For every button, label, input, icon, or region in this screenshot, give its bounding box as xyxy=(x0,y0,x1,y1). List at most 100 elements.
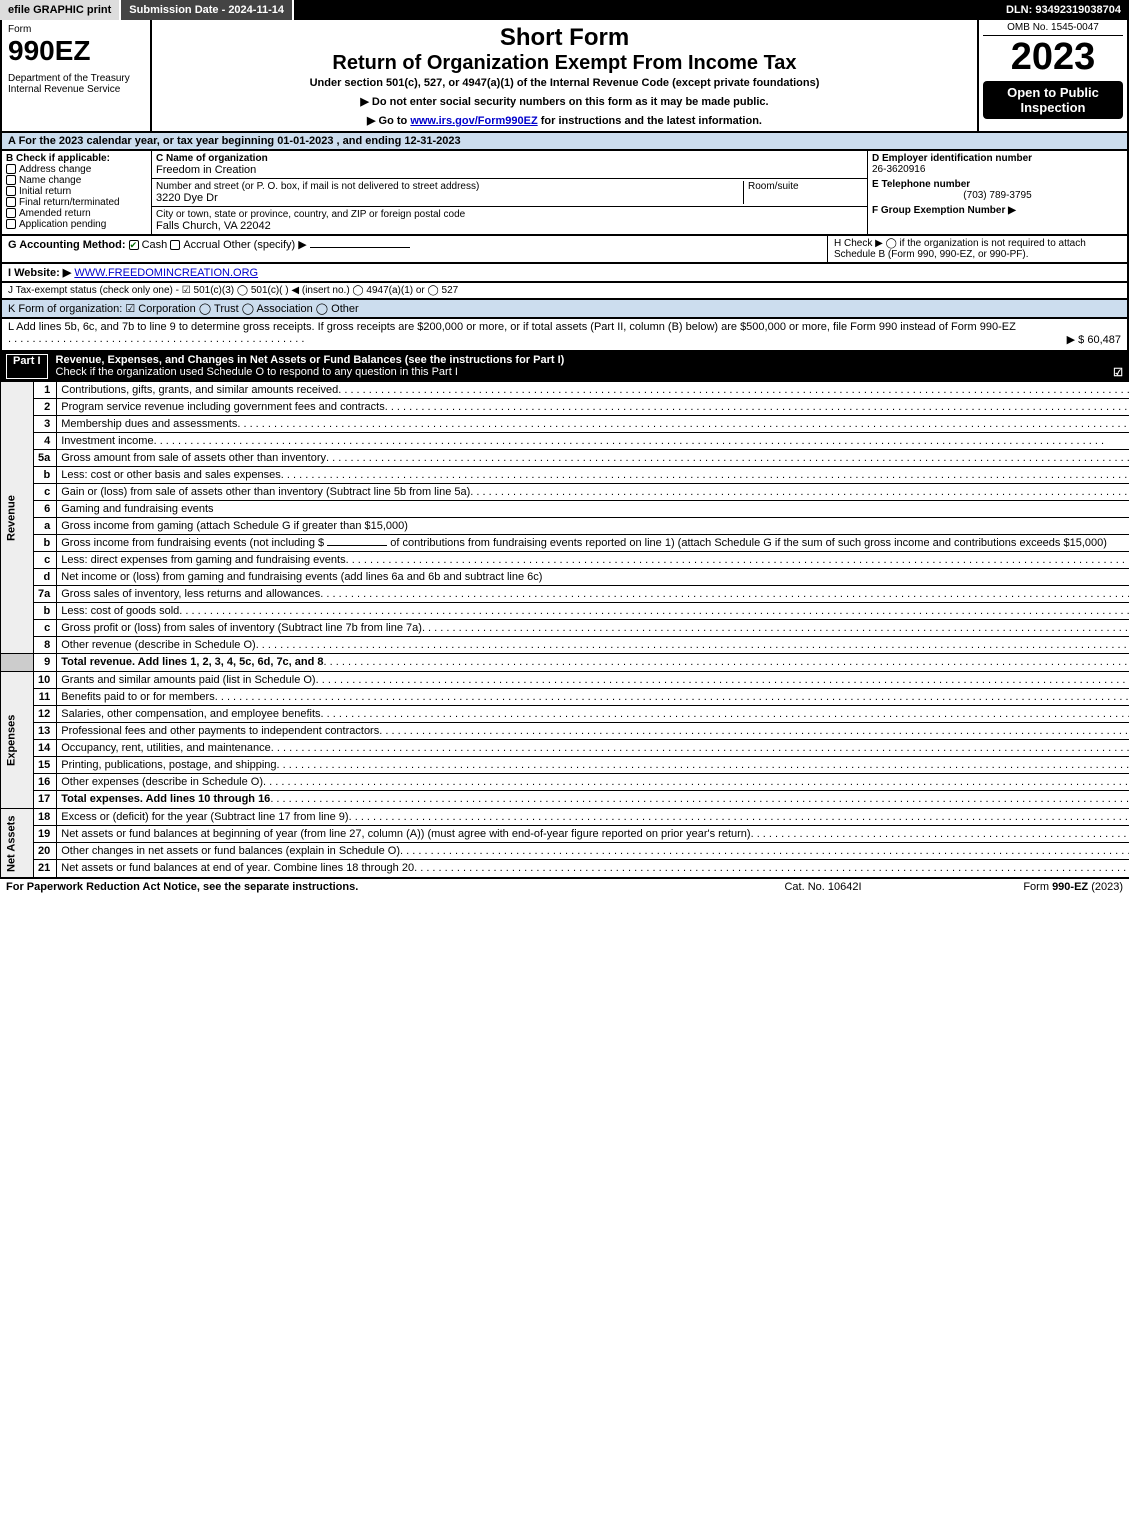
form-box: Form 990EZ Department of the Treasury In… xyxy=(2,20,152,131)
city-label: City or town, state or province, country… xyxy=(156,209,863,220)
ein-value: 26-3620916 xyxy=(872,164,1123,175)
row-21: 21Net assets or fund balances at end of … xyxy=(1,860,1129,878)
website-link[interactable]: WWW.FREEDOMINCREATION.ORG xyxy=(74,267,258,279)
row-6d: dNet income or (loss) from gaming and fu… xyxy=(1,569,1129,586)
box-l-text: L Add lines 5b, 6c, and 7b to line 9 to … xyxy=(8,321,1016,333)
tax-year: 2023 xyxy=(983,36,1123,79)
part1-num: Part I xyxy=(6,354,48,379)
box-h: H Check ▶ ◯ if the organization is not r… xyxy=(827,236,1127,262)
box-i: I Website: ▶ WWW.FREEDOMINCREATION.ORG xyxy=(0,264,1129,283)
note-goto: ▶ Go to www.irs.gov/Form990EZ for instru… xyxy=(158,114,971,127)
street-cell: Number and street (or P. O. box, if mail… xyxy=(152,179,867,207)
submission-date: Submission Date - 2024-11-14 xyxy=(121,0,294,20)
footer-right: Form 990-EZ (2023) xyxy=(923,881,1123,893)
form-header: Form 990EZ Department of the Treasury In… xyxy=(0,20,1129,133)
chk-final[interactable]: Final return/terminated xyxy=(6,197,147,208)
row-7b: bLess: cost of goods sold7b0 xyxy=(1,603,1129,620)
row-18: Net Assets18Excess or (deficit) for the … xyxy=(1,809,1129,826)
side-expenses: Expenses xyxy=(1,672,34,809)
row-2: 2Program service revenue including gover… xyxy=(1,399,1129,416)
subtitle: Under section 501(c), 527, or 4947(a)(1)… xyxy=(158,77,971,89)
box-l: L Add lines 5b, 6c, and 7b to line 9 to … xyxy=(0,319,1129,352)
fundraising-amount-input[interactable] xyxy=(327,545,387,546)
row-8: 8Other revenue (describe in Schedule O)8 xyxy=(1,637,1129,654)
org-name-cell: C Name of organization Freedom in Creati… xyxy=(152,151,867,179)
website-label: I Website: ▶ xyxy=(8,267,71,279)
top-bar: efile GRAPHIC print Submission Date - 20… xyxy=(0,0,1129,20)
row-5c: cGain or (loss) from sale of assets othe… xyxy=(1,484,1129,501)
return-title: Return of Organization Exempt From Incom… xyxy=(158,52,971,75)
row-9: 9Total revenue. Add lines 1, 2, 3, 4, 5c… xyxy=(1,654,1129,672)
row-7a: 7aGross sales of inventory, less returns… xyxy=(1,586,1129,603)
box-k: K Form of organization: ☑ Corporation ◯ … xyxy=(0,300,1129,319)
title-box: Short Form Return of Organization Exempt… xyxy=(152,20,977,131)
street-value: 3220 Dye Dr xyxy=(156,192,743,204)
chk-cash[interactable] xyxy=(129,240,139,250)
row-5a: 5aGross amount from sale of assets other… xyxy=(1,450,1129,467)
irs-link[interactable]: www.irs.gov/Form990EZ xyxy=(410,115,537,127)
footer: For Paperwork Reduction Act Notice, see … xyxy=(0,878,1129,895)
row-3: 3Membership dues and assessments3 xyxy=(1,416,1129,433)
row-16: 16Other expenses (describe in Schedule O… xyxy=(1,774,1129,791)
box-l-amount: ▶ $ 60,487 xyxy=(1067,333,1121,346)
tel-label: E Telephone number xyxy=(872,179,1123,190)
row-13: 13Professional fees and other payments t… xyxy=(1,723,1129,740)
row-1: Revenue 1 Contributions, gifts, grants, … xyxy=(1,382,1129,399)
section-bcdef: B Check if applicable: Address change Na… xyxy=(0,151,1129,236)
dln-label: DLN: 93492319038704 xyxy=(998,0,1129,20)
form-number: 990EZ xyxy=(8,35,144,67)
org-name: Freedom in Creation xyxy=(156,164,863,176)
row-5b: bLess: cost or other basis and sales exp… xyxy=(1,467,1129,484)
street-label: Number and street (or P. O. box, if mail… xyxy=(156,181,743,192)
ein-label: D Employer identification number xyxy=(872,153,1123,164)
chk-name[interactable]: Name change xyxy=(6,175,147,186)
city-cell: City or town, state or province, country… xyxy=(152,207,867,234)
note-goto-post: for instructions and the latest informat… xyxy=(538,115,762,127)
omb-label: OMB No. 1545-0047 xyxy=(983,22,1123,36)
row-4: 4Investment income4 xyxy=(1,433,1129,450)
chk-amended[interactable]: Amended return xyxy=(6,208,147,219)
other-specify-input[interactable] xyxy=(310,247,410,248)
footer-mid: Cat. No. 10642I xyxy=(723,881,923,893)
box-g-label: G Accounting Method: xyxy=(8,239,126,251)
row-6b: bGross income from fundraising events (n… xyxy=(1,535,1129,552)
box-b-label: B Check if applicable: xyxy=(6,153,147,164)
form-word: Form xyxy=(8,24,144,35)
note-goto-pre: ▶ Go to xyxy=(367,115,410,127)
part1-sub: Check if the organization used Schedule … xyxy=(56,366,458,378)
box-b: B Check if applicable: Address change Na… xyxy=(2,151,152,234)
tel-value: (703) 789-3795 xyxy=(872,190,1123,201)
dept-label: Department of the Treasury Internal Reve… xyxy=(8,73,144,95)
chk-address[interactable]: Address change xyxy=(6,164,147,175)
row-6a: aGross income from gaming (attach Schedu… xyxy=(1,518,1129,535)
chk-pending[interactable]: Application pending xyxy=(6,219,147,230)
row-10: Expenses10Grants and similar amounts pai… xyxy=(1,672,1129,689)
chk-initial[interactable]: Initial return xyxy=(6,186,147,197)
side-netassets: Net Assets xyxy=(1,809,34,878)
short-form-title: Short Form xyxy=(158,24,971,52)
chk-accrual[interactable] xyxy=(170,240,180,250)
row-14: 14Occupancy, rent, utilities, and mainte… xyxy=(1,740,1129,757)
row-6: 6Gaming and fundraising events xyxy=(1,501,1129,518)
row-6c: cLess: direct expenses from gaming and f… xyxy=(1,552,1129,569)
box-def: D Employer identification number 26-3620… xyxy=(867,151,1127,234)
row-12: 12Salaries, other compensation, and empl… xyxy=(1,706,1129,723)
org-name-label: C Name of organization xyxy=(156,153,863,164)
row-15: 15Printing, publications, postage, and s… xyxy=(1,757,1129,774)
row-11: 11Benefits paid to or for members11 xyxy=(1,689,1129,706)
open-inspection: Open to Public Inspection xyxy=(983,81,1123,119)
part1-check: ☑ xyxy=(1113,366,1123,379)
city-value: Falls Church, VA 22042 xyxy=(156,220,863,232)
footer-left: For Paperwork Reduction Act Notice, see … xyxy=(6,881,723,893)
row-19: 19Net assets or fund balances at beginni… xyxy=(1,826,1129,843)
year-box: OMB No. 1545-0047 2023 Open to Public In… xyxy=(977,20,1127,131)
row-17: 17Total expenses. Add lines 10 through 1… xyxy=(1,791,1129,809)
note-ssn: ▶ Do not enter social security numbers o… xyxy=(158,95,971,108)
box-j: J Tax-exempt status (check only one) - ☑… xyxy=(0,283,1129,300)
part1-header: Part I Revenue, Expenses, and Changes in… xyxy=(0,352,1129,381)
part1-title: Revenue, Expenses, and Changes in Net As… xyxy=(56,354,565,366)
part1-table: Revenue 1 Contributions, gifts, grants, … xyxy=(0,381,1129,878)
side-revenue: Revenue xyxy=(1,382,34,654)
section-gh: G Accounting Method: Cash Accrual Other … xyxy=(0,236,1129,264)
box-c: C Name of organization Freedom in Creati… xyxy=(152,151,867,234)
